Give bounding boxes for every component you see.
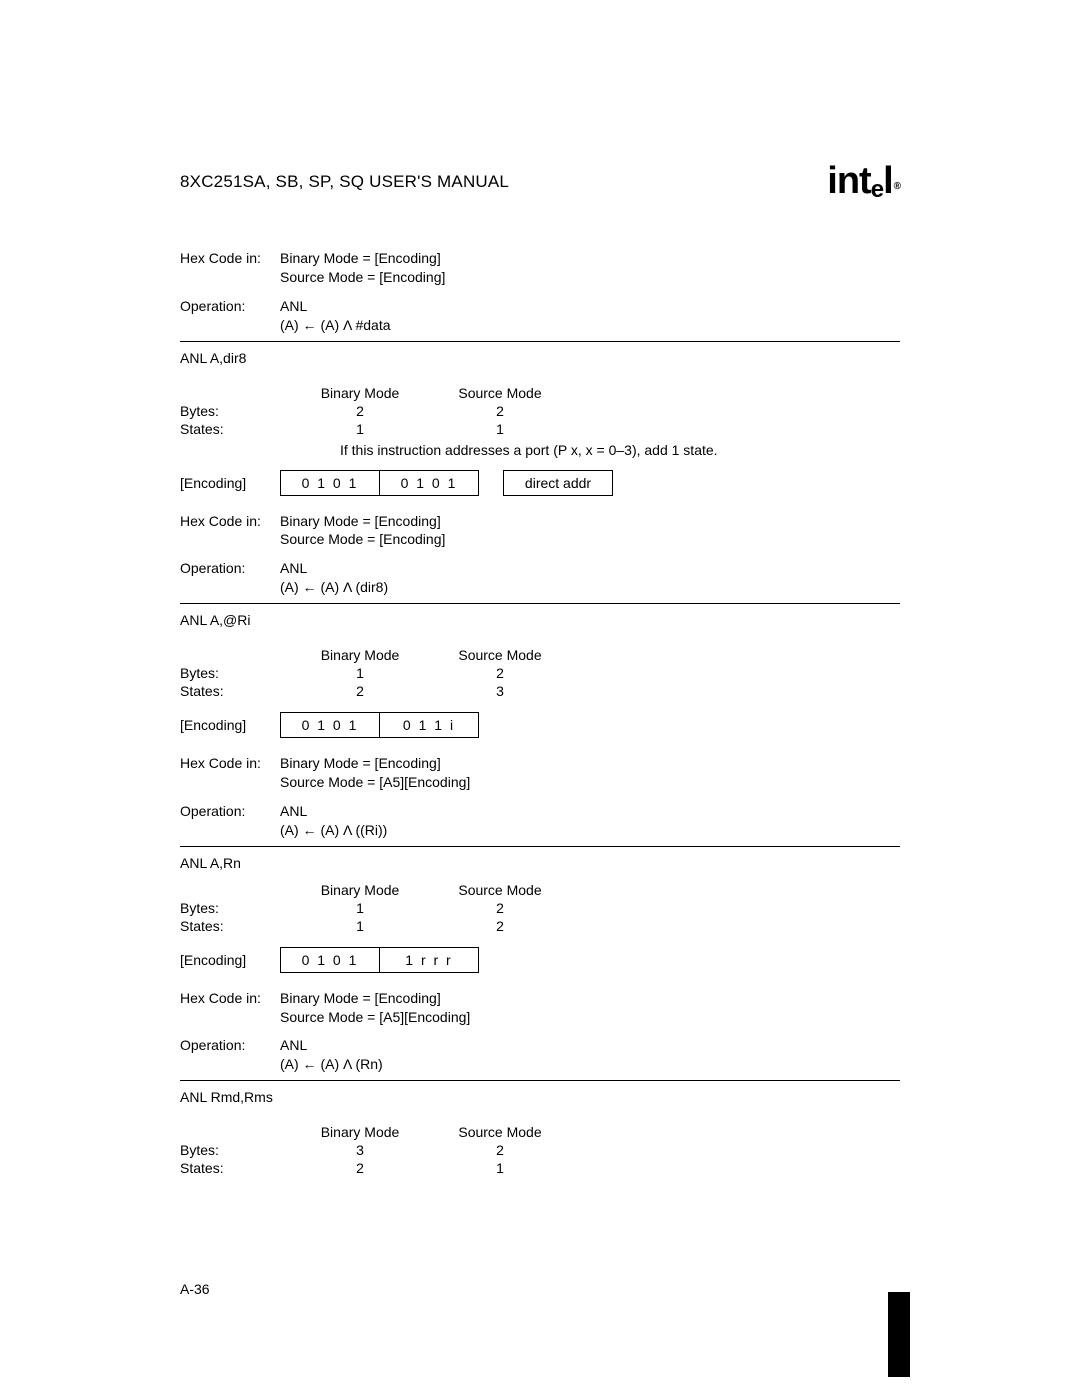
divider [180, 846, 900, 847]
page-number: A-36 [180, 1281, 210, 1297]
states-source: 3 [440, 682, 560, 700]
bytes-source: 2 [440, 1141, 560, 1159]
encoding-row-rn: [Encoding] 0 1 0 1 1 r r r [180, 947, 900, 973]
bytes-source: 2 [440, 402, 560, 420]
bytes-binary: 3 [280, 1141, 440, 1159]
section-title-rn: ANL A,Rn [180, 855, 900, 871]
hex-code-label: Hex Code in: [180, 754, 280, 792]
states-binary: 2 [280, 1159, 440, 1177]
divider [180, 341, 900, 342]
encoding-byte3: direct addr [503, 470, 613, 496]
bytes-label: Bytes: [180, 664, 280, 682]
states-source: 1 [440, 1159, 560, 1177]
operation-label: Operation: [180, 802, 280, 840]
col-binary: Binary Mode [280, 881, 440, 899]
col-source: Source Mode [440, 384, 560, 402]
bytes-binary: 1 [280, 664, 440, 682]
divider [180, 1080, 900, 1081]
col-source: Source Mode [440, 1123, 560, 1141]
bytes-label: Bytes: [180, 899, 280, 917]
section-title-dir8: ANL A,dir8 [180, 350, 900, 366]
page: 8XC251SA, SB, SP, SQ USER'S MANUAL intel… [0, 0, 1080, 1397]
section-title-ri: ANL A,@Ri [180, 612, 900, 628]
states-label: States: [180, 420, 280, 438]
logo-reg: ® [894, 181, 900, 192]
bytes-label: Bytes: [180, 402, 280, 420]
col-binary: Binary Mode [280, 646, 440, 664]
hex-code-value: Binary Mode = [Encoding] Source Mode = [… [280, 754, 900, 792]
logo-sub: e [871, 176, 883, 203]
encoding-byte2: 0 1 1 i [379, 712, 479, 738]
col-binary: Binary Mode [280, 1123, 440, 1141]
divider [180, 603, 900, 604]
states-label: States: [180, 682, 280, 700]
mode-table-dir8: Binary Mode Source Mode Bytes: 2 2 State… [180, 384, 560, 438]
intel-logo: intel® [827, 160, 900, 204]
encoding-label: [Encoding] [180, 952, 280, 968]
operation-label: Operation: [180, 559, 280, 597]
hex-code-value: Binary Mode = [Encoding] Source Mode = [… [280, 989, 900, 1027]
encoding-label: [Encoding] [180, 717, 280, 733]
states-source: 2 [440, 917, 560, 935]
encoding-byte1: 0 1 0 1 [280, 470, 380, 496]
corner-mark [888, 1292, 910, 1377]
states-source: 1 [440, 420, 560, 438]
encoding-byte2: 0 1 0 1 [379, 470, 479, 496]
hex-code-label: Hex Code in: [180, 512, 280, 550]
encoding-byte2: 1 r r r [379, 947, 479, 973]
hex-code-value: Binary Mode = [Encoding] Source Mode = [… [280, 249, 900, 287]
bytes-source: 2 [440, 899, 560, 917]
operation-value: ANL (A) ← (A) Λ (dir8) [280, 559, 900, 597]
section-title-rmd: ANL Rmd,Rms [180, 1089, 900, 1105]
manual-title: 8XC251SA, SB, SP, SQ USER'S MANUAL [180, 172, 509, 192]
operation-label: Operation: [180, 297, 280, 335]
col-source: Source Mode [440, 881, 560, 899]
bytes-source: 2 [440, 664, 560, 682]
bytes-label: Bytes: [180, 1141, 280, 1159]
encoding-label: [Encoding] [180, 475, 280, 491]
bytes-binary: 2 [280, 402, 440, 420]
bytes-binary: 1 [280, 899, 440, 917]
operation-value: ANL (A) ← (A) Λ ((Ri)) [280, 802, 900, 840]
hex-code-label: Hex Code in: [180, 989, 280, 1027]
logo-part1: int [827, 160, 870, 202]
operation-value: ANL (A) ← (A) Λ #data [280, 297, 900, 335]
mode-table-ri: Binary Mode Source Mode Bytes: 1 2 State… [180, 646, 560, 700]
states-binary: 2 [280, 682, 440, 700]
states-label: States: [180, 917, 280, 935]
section-continuation: Hex Code in: Binary Mode = [Encoding] So… [180, 249, 900, 335]
hex-code-label: Hex Code in: [180, 249, 280, 287]
encoding-byte1: 0 1 0 1 [280, 712, 380, 738]
mode-table-rmd: Binary Mode Source Mode Bytes: 3 2 State… [180, 1123, 560, 1177]
page-header: 8XC251SA, SB, SP, SQ USER'S MANUAL intel… [180, 160, 900, 204]
col-source: Source Mode [440, 646, 560, 664]
col-binary: Binary Mode [280, 384, 440, 402]
encoding-row-ri: [Encoding] 0 1 0 1 0 1 1 i [180, 712, 900, 738]
encoding-row-dir8: [Encoding] 0 1 0 1 0 1 0 1 direct addr [180, 470, 900, 496]
hex-code-value: Binary Mode = [Encoding] Source Mode = [… [280, 512, 900, 550]
port-note: If this instruction addresses a port (P … [340, 442, 900, 458]
operation-label: Operation: [180, 1036, 280, 1074]
operation-value: ANL (A) ← (A) Λ (Rn) [280, 1036, 900, 1074]
states-binary: 1 [280, 420, 440, 438]
states-label: States: [180, 1159, 280, 1177]
states-binary: 1 [280, 917, 440, 935]
encoding-byte1: 0 1 0 1 [280, 947, 380, 973]
logo-part2: l [883, 160, 893, 202]
mode-table-rn: Binary Mode Source Mode Bytes: 1 2 State… [180, 881, 560, 935]
